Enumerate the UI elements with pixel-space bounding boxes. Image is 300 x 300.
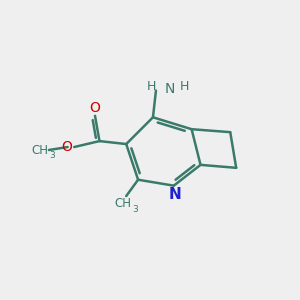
Text: 3: 3 bbox=[132, 205, 138, 214]
Text: CH: CH bbox=[32, 143, 49, 157]
Text: N: N bbox=[169, 187, 182, 202]
Text: 3: 3 bbox=[49, 152, 55, 160]
Text: H: H bbox=[179, 80, 189, 93]
Text: O: O bbox=[61, 140, 72, 154]
Text: N: N bbox=[164, 82, 175, 96]
Text: CH: CH bbox=[115, 197, 132, 210]
Text: O: O bbox=[90, 101, 101, 116]
Text: H: H bbox=[147, 80, 156, 93]
